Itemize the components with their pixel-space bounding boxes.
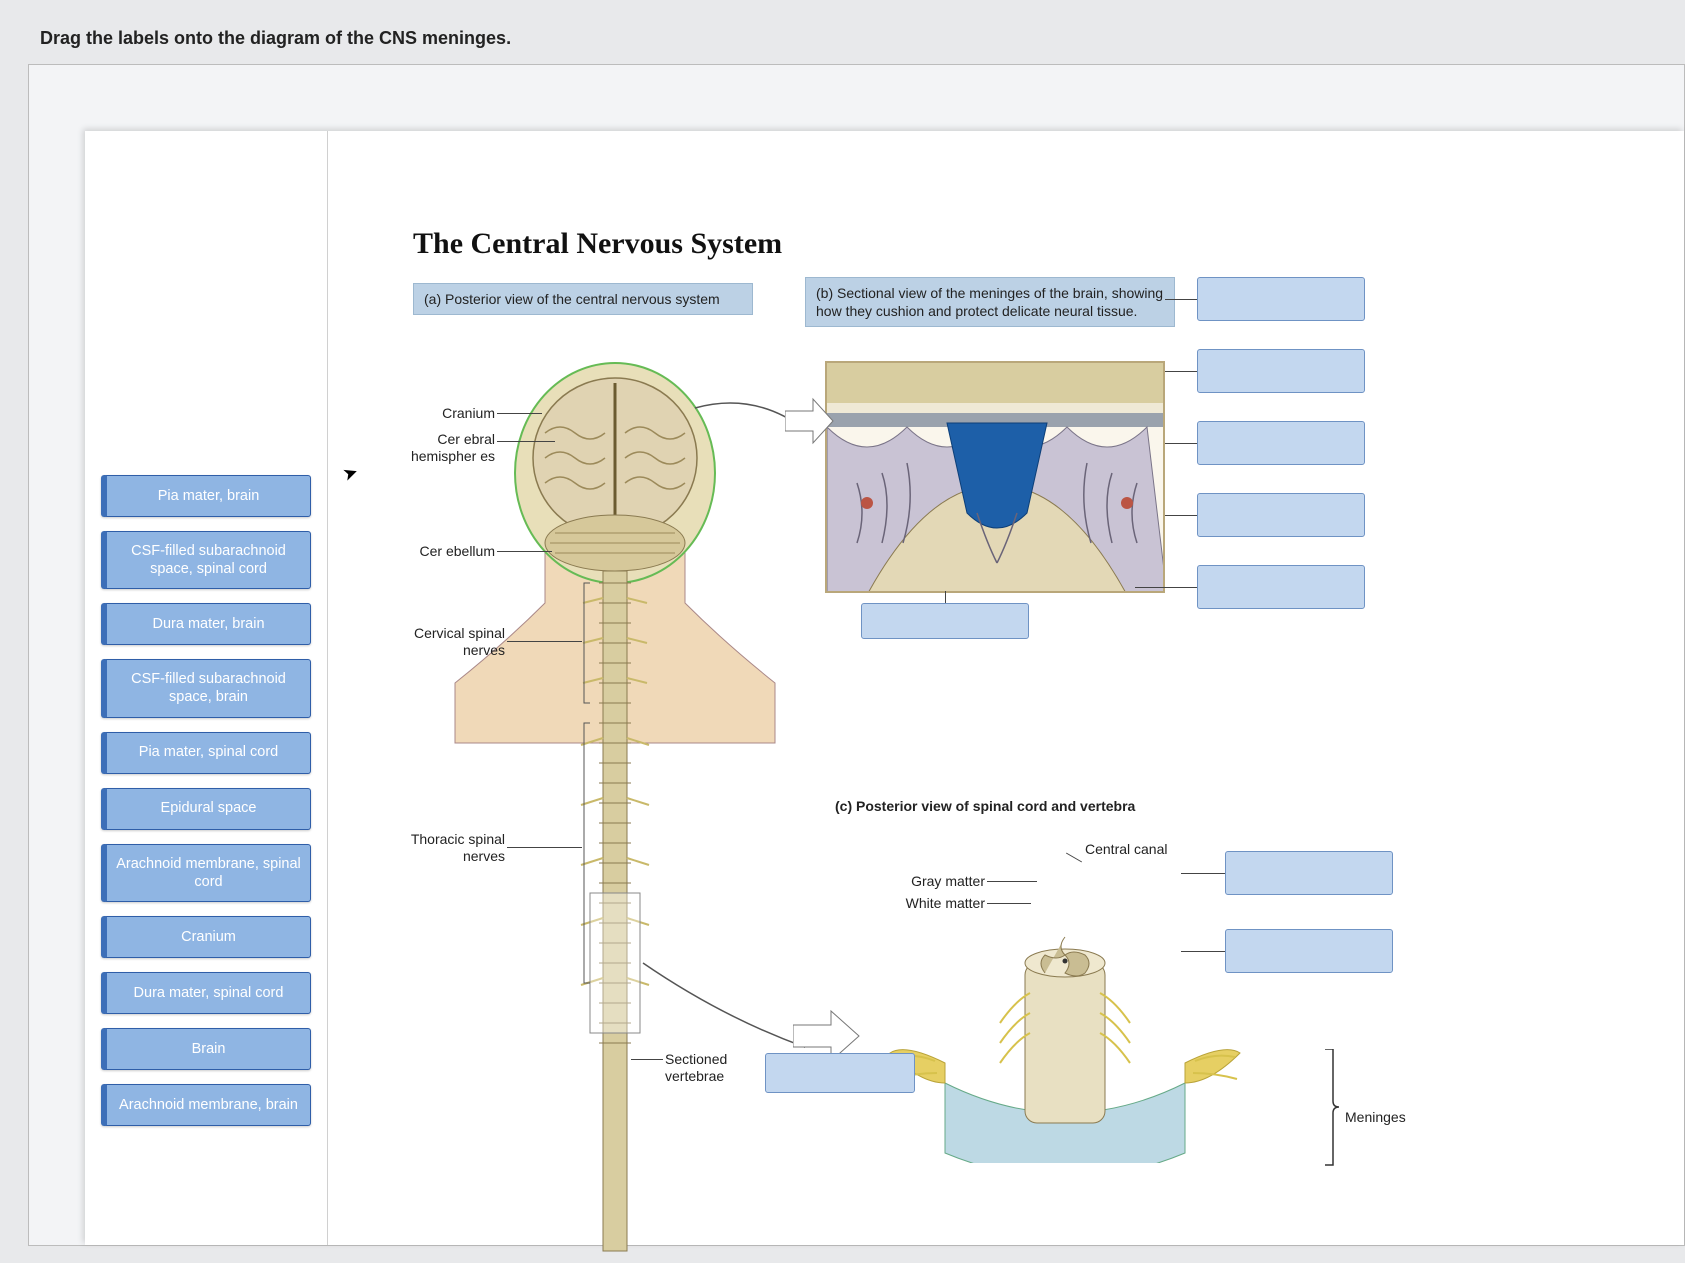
drop-target[interactable]: [1225, 851, 1393, 895]
caption-c: (c) Posterior view of spinal cord and ve…: [825, 791, 1165, 821]
leader-line: [1165, 515, 1197, 516]
caption-a: (a) Posterior view of the central nervou…: [413, 283, 753, 315]
leader-line: [497, 441, 555, 442]
drag-label[interactable]: Dura mater, spinal cord: [101, 972, 311, 1014]
diagram-title: The Central Nervous System: [413, 227, 782, 261]
drag-label[interactable]: CSF-filled subarachnoid space, brain: [101, 659, 311, 717]
leader-line: [497, 413, 542, 414]
drop-target[interactable]: [1225, 929, 1393, 973]
drop-target[interactable]: [1197, 277, 1365, 321]
leader-line: [1181, 873, 1225, 874]
vertical-divider: [327, 131, 328, 1245]
panel-c-figure: [885, 843, 1245, 1163]
drop-target[interactable]: [1197, 565, 1365, 609]
drop-target[interactable]: [1197, 349, 1365, 393]
leader-line: [987, 881, 1037, 882]
bracket-icon: [1325, 1049, 1345, 1169]
leader-line: [945, 591, 946, 603]
label-cranium: Cranium: [405, 405, 495, 422]
caption-b: (b) Sectional view of the meninges of th…: [805, 277, 1175, 327]
leader-line: [497, 551, 552, 552]
drag-label[interactable]: Arachnoid membrane, brain: [101, 1084, 311, 1126]
leader-line: [631, 1059, 663, 1060]
label-cerebellum: Cer ebellum: [395, 543, 495, 560]
label-cervical-nerves: Cervical spinal nerves: [395, 625, 505, 659]
label-sectioned-vertebrae: Sectioned vertebrae: [665, 1051, 745, 1085]
worksheet: Pia mater, brain CSF-filled subarachnoid…: [85, 131, 1684, 1245]
drop-target[interactable]: [1197, 421, 1365, 465]
drag-label[interactable]: Brain: [101, 1028, 311, 1070]
leader-line: [1135, 587, 1197, 588]
exercise-panel: Reset He Pia mater, brain CSF-filled sub…: [28, 64, 1685, 1246]
drag-label[interactable]: Pia mater, brain: [101, 475, 311, 517]
drag-label[interactable]: Cranium: [101, 916, 311, 958]
label-cerebral-hemispheres: Cer ebral hemispher es: [383, 431, 495, 465]
leader-line: [1165, 443, 1197, 444]
callout-arrow-icon: [785, 391, 835, 451]
leader-line: [507, 847, 582, 848]
drag-label[interactable]: Arachnoid membrane, spinal cord: [101, 844, 311, 902]
drag-label[interactable]: Epidural space: [101, 788, 311, 830]
leader-line: [1165, 371, 1197, 372]
panel-a-figure: [385, 343, 805, 1263]
label-white-matter: White matter: [885, 895, 985, 912]
drop-target[interactable]: [861, 603, 1029, 639]
leader-line: [507, 641, 582, 642]
label-gray-matter: Gray matter: [885, 873, 985, 890]
drop-target[interactable]: [1197, 493, 1365, 537]
label-meninges: Meninges: [1345, 1109, 1425, 1126]
draggable-labels-column: Pia mater, brain CSF-filled subarachnoid…: [101, 475, 311, 1126]
drag-label[interactable]: CSF-filled subarachnoid space, spinal co…: [101, 531, 311, 589]
drop-target[interactable]: [765, 1053, 915, 1093]
drag-label[interactable]: Pia mater, spinal cord: [101, 732, 311, 774]
drag-label[interactable]: Dura mater, brain: [101, 603, 311, 645]
leader-line: [987, 903, 1031, 904]
leader-line: [1165, 299, 1197, 300]
label-thoracic-nerves: Thoracic spinal nerves: [389, 831, 505, 865]
label-central-canal: Central canal: [1085, 841, 1195, 858]
instruction-text: Drag the labels onto the diagram of the …: [40, 28, 511, 49]
diagram-area: The Central Nervous System (a) Posterior…: [345, 131, 1684, 1245]
panel-b-figure: [825, 361, 1165, 593]
leader-line: [1181, 951, 1225, 952]
